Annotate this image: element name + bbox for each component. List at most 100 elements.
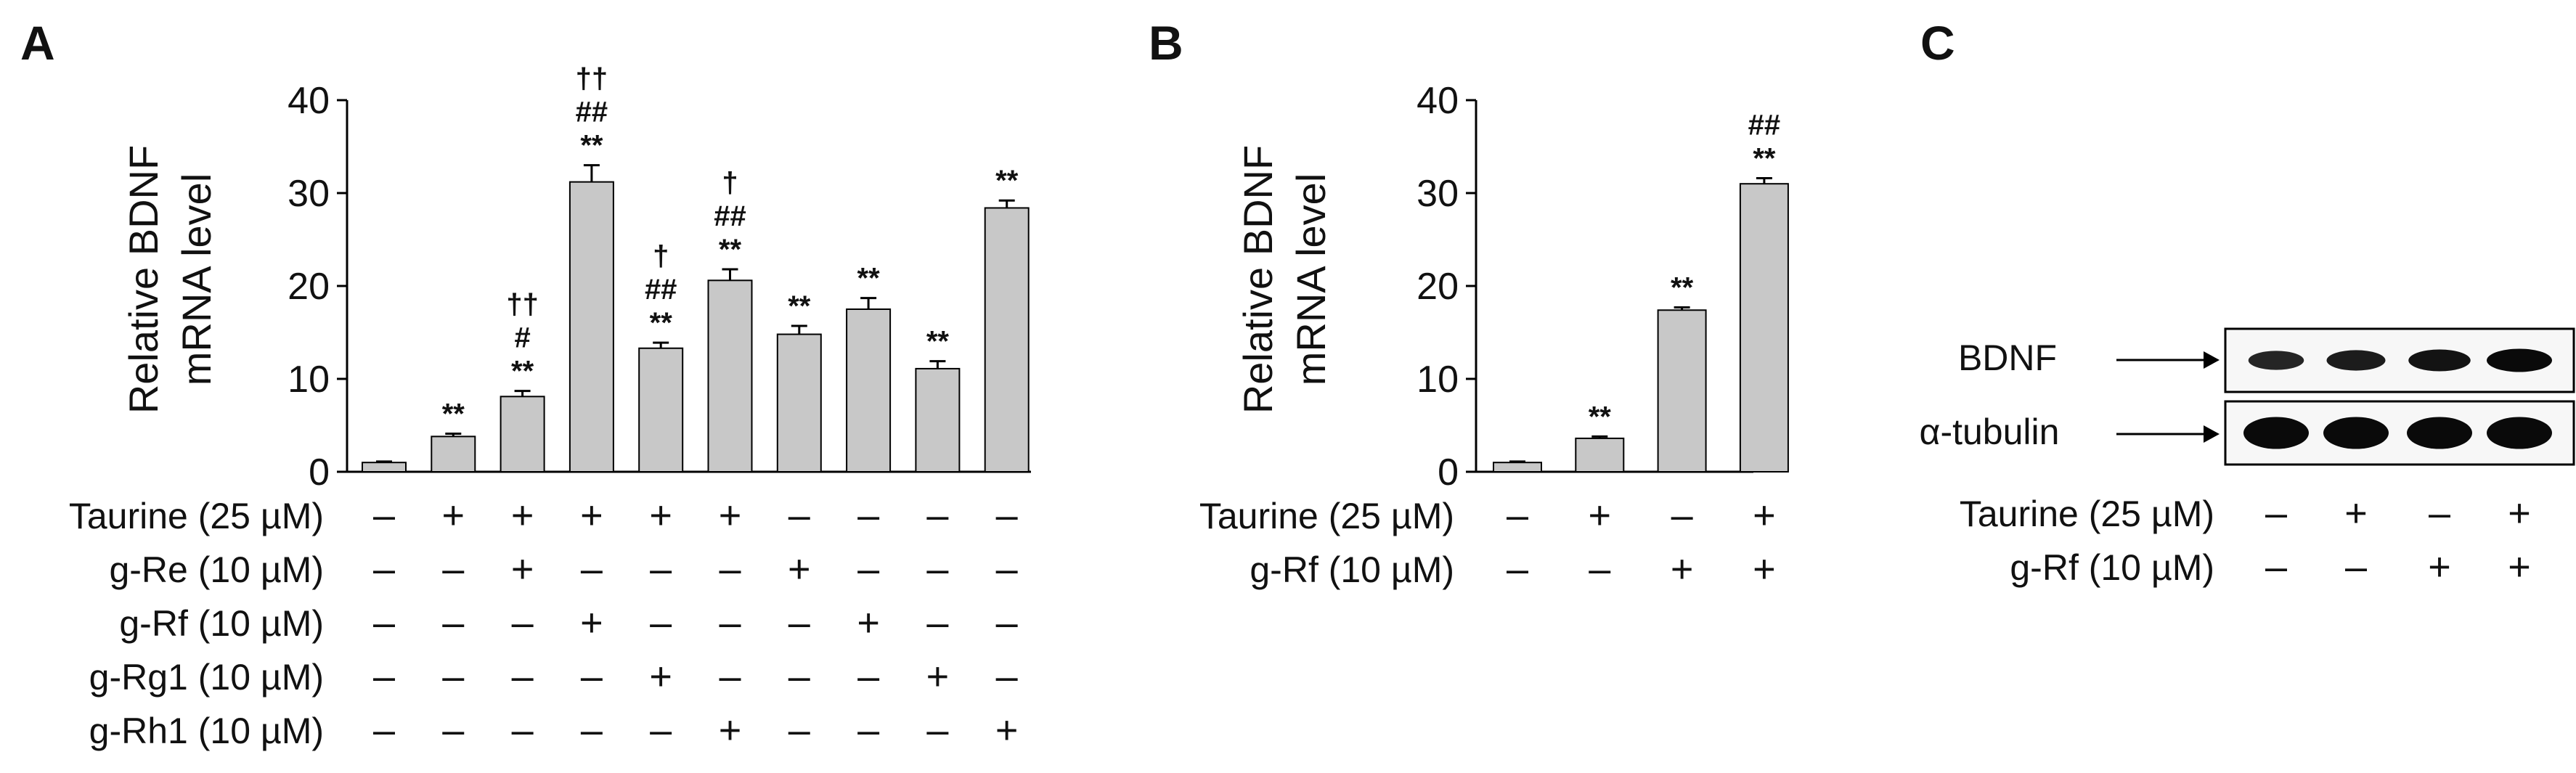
blot-band-alpha-tubulin [2407, 417, 2472, 449]
blot-band-bdnf [2248, 351, 2304, 370]
panel-a-significance-marker: ** [857, 263, 881, 295]
panel-a-treatment-sign: – [512, 708, 534, 752]
panel-a-treatment-sign: + [995, 708, 1019, 752]
panel-a-significance-marker: ## [645, 274, 677, 306]
panel-b-y-tick-label: 40 [1417, 80, 1459, 122]
panel-a-treatment-sign: – [926, 708, 948, 752]
panel-c-treatment-sign: – [2345, 545, 2367, 589]
panel-a-bar [568, 181, 614, 473]
panel-b-treatment-sign: + [1753, 494, 1776, 537]
blot-label-bdnf: BDNF [1958, 338, 2057, 378]
panel-a-treatment-sign: – [442, 547, 464, 591]
panel-b-significance-marker: ** [1589, 401, 1612, 433]
panel-c-treatment-sign: + [2508, 491, 2531, 535]
panel-a-y-tick-label: 20 [288, 266, 330, 308]
blot-band-bdnf [2408, 349, 2471, 372]
panel-a-bar [984, 207, 1030, 473]
blot-band-alpha-tubulin [2243, 417, 2309, 449]
panel-a-treatment-sign: + [857, 601, 880, 645]
panel-c-treatment-sign: – [2429, 491, 2450, 535]
panel-a-treatment-sign: + [719, 708, 742, 752]
panel-b-treatment-label: Taurine (25 µM) [1199, 496, 1454, 536]
panel-a-treatment-label: Taurine (25 µM) [69, 496, 324, 536]
panel-a-treatment-sign: – [650, 601, 672, 645]
panel-a-treatment-sign: – [650, 547, 672, 591]
panel-a-treatment-sign: – [581, 708, 603, 752]
panel-a-treatment-sign: + [580, 494, 603, 537]
panel-a-treatment-sign: + [511, 547, 534, 591]
panel-a-treatment-sign: + [511, 494, 534, 537]
panel-b-y-tick-label: 20 [1417, 266, 1459, 308]
panel-b-y-tick-label: 10 [1417, 359, 1459, 401]
panel-a-significance-marker: ** [580, 130, 603, 162]
panel-a-y-tick-label: 0 [309, 451, 330, 494]
panel-a-ylabel-line2: mRNA level [174, 173, 219, 386]
panel-a-treatment-sign: – [926, 494, 948, 537]
panel-a-treatment-sign: – [512, 601, 534, 645]
panel-a-chart: Relative BDNF mRNA level 010203040**††#*… [69, 63, 1031, 752]
panel-a-significance-marker: ** [926, 326, 950, 358]
panel-a-treatment-sign: + [719, 494, 742, 537]
panel-b-ylabel-line2: mRNA level [1288, 173, 1334, 386]
blot-band-bdnf [2487, 348, 2552, 372]
panel-b-bar [1657, 309, 1707, 473]
panel-a-treatment-sign: + [580, 601, 603, 645]
panel-a-treatment-sign: – [373, 547, 395, 591]
panel-b-y-tick-label: 0 [1438, 451, 1459, 494]
panel-b-letter: B [1149, 16, 1183, 70]
panel-a-y-tick-label: 40 [288, 80, 330, 122]
panel-a-significance-marker: ** [650, 307, 673, 339]
blot-band-alpha-tubulin [2487, 417, 2552, 449]
panel-a-bar [638, 347, 684, 473]
blot-band-alpha-tubulin [2323, 417, 2389, 449]
panel-a-significance-marker: ** [995, 165, 1019, 197]
panel-a-treatment-sign: – [857, 547, 879, 591]
panel-a-treatment-sign: – [719, 655, 741, 698]
panel-b-treatment-sign: + [1753, 547, 1776, 591]
panel-a-significance-marker: ** [442, 398, 465, 430]
panel-a-treatment-sign: + [926, 655, 950, 698]
panel-a-bar [500, 396, 545, 473]
panel-a-y-tick-label: 10 [288, 359, 330, 401]
panel-b-treatment-sign: – [1507, 494, 1528, 537]
panel-b-chart: Relative BDNF mRNA level 010203040****##… [1199, 80, 1789, 591]
panel-a-treatment-label: g-Rf (10 µM) [119, 603, 324, 644]
panel-a-letter: A [20, 16, 55, 70]
blot-band-bdnf [2326, 350, 2386, 371]
panel-c-treatment-sign: – [2265, 545, 2287, 589]
panel-c-treatment-sign: – [2265, 491, 2287, 535]
panel-a-bar [707, 279, 753, 473]
panel-a-treatment-sign: – [719, 547, 741, 591]
panel-c-treatment-sign: + [2344, 491, 2368, 535]
panel-a-treatment-label: g-Re (10 µM) [109, 549, 324, 590]
panel-b-significance-marker: ## [1748, 110, 1781, 142]
panel-a-y-tick-label: 30 [288, 173, 330, 215]
panel-c-western-blot: BDNF α-tubulin Taurine (25 µM) – + – + g-Rf (… [1920, 327, 2575, 589]
panel-a-treatment-sign: – [857, 655, 879, 698]
panel-a-significance-marker: ## [714, 200, 746, 232]
panel-a-treatment-sign: – [581, 655, 603, 698]
panel-c-letter: C [1920, 16, 1955, 70]
panel-b-ylabel-line1: Relative BDNF [1235, 145, 1281, 414]
panel-c-treatment-label: g-Rf (10 µM) [2010, 547, 2214, 588]
panel-b-bar [1493, 462, 1542, 473]
panel-a-treatment-sign: + [788, 547, 811, 591]
panel-a-treatment-sign: – [857, 708, 879, 752]
panel-a-treatment-sign: – [996, 547, 1018, 591]
panel-a-treatment-sign: – [996, 601, 1018, 645]
panel-a-ylabel-line1: Relative BDNF [121, 145, 166, 414]
panel-a-bar [431, 435, 476, 473]
panel-b-significance-marker: ** [1671, 271, 1694, 303]
panel-a-significance-marker: # [514, 322, 530, 354]
panel-b-bar [1575, 437, 1625, 473]
panel-a-treatment-sign: – [442, 708, 464, 752]
panel-b-treatment-sign: + [1671, 547, 1694, 591]
panel-b-treatment-sign: + [1589, 494, 1612, 537]
panel-a-treatment-label: g-Rg1 (10 µM) [89, 657, 324, 698]
panel-a-bar [846, 308, 892, 473]
panel-b-significance-marker: ** [1753, 143, 1776, 175]
panel-a-treatment-sign: – [442, 655, 464, 698]
panel-a-significance-marker: † [722, 167, 738, 199]
panel-a-treatment-sign: – [373, 601, 395, 645]
panel-a-treatment-sign: – [788, 655, 810, 698]
